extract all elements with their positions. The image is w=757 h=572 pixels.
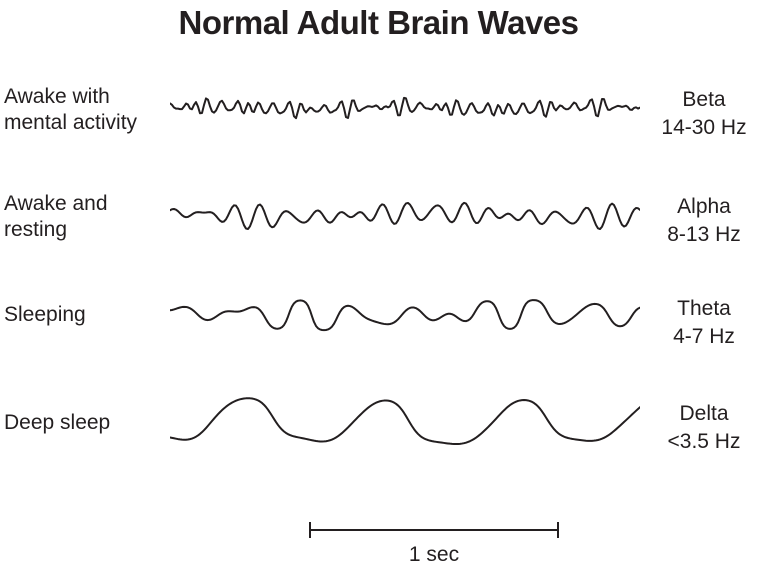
- theta-wave-line: [170, 299, 640, 332]
- delta-wave-trace: [170, 397, 640, 446]
- state-label-line: mental activity: [4, 111, 138, 134]
- band-label-delta: Delta <3.5 Hz: [652, 400, 756, 456]
- band-label-theta: Theta 4-7 Hz: [652, 295, 756, 351]
- state-label-line: Awake with: [4, 85, 110, 108]
- alpha-wave-trace: [170, 201, 640, 231]
- figure-title: Normal Adult Brain Waves: [178, 4, 579, 41]
- band-name: Beta: [682, 88, 726, 111]
- band-frequency: <3.5 Hz: [667, 430, 741, 453]
- beta-wave-line: [170, 96, 640, 120]
- delta-wave-line: [170, 397, 640, 446]
- alpha-wave-line: [170, 201, 640, 231]
- state-label-line: Sleeping: [4, 303, 86, 326]
- scale-bar-right-tick: [557, 522, 559, 538]
- state-label-line: Awake and: [4, 192, 108, 215]
- band-frequency: 14-30 Hz: [661, 116, 747, 139]
- scale-bar-label: 1 sec: [408, 543, 460, 566]
- band-label-beta: Beta 14-30 Hz: [652, 86, 756, 142]
- band-name: Alpha: [677, 195, 731, 218]
- scale-bar-line: [309, 529, 559, 531]
- state-label-awake-mental: Awake with mental activity: [4, 84, 169, 136]
- band-frequency: 4-7 Hz: [673, 325, 735, 348]
- band-name: Delta: [679, 402, 729, 425]
- theta-wave-trace: [170, 299, 640, 332]
- state-label-sleeping: Sleeping: [4, 302, 169, 328]
- state-label-deep-sleep: Deep sleep: [4, 410, 169, 436]
- state-label-awake-resting: Awake and resting: [4, 191, 169, 243]
- time-scale-bar: [309, 522, 559, 538]
- band-frequency: 8-13 Hz: [667, 223, 741, 246]
- state-label-line: Deep sleep: [4, 411, 111, 434]
- band-label-alpha: Alpha 8-13 Hz: [652, 193, 756, 249]
- beta-wave-trace: [170, 96, 640, 120]
- state-label-line: resting: [4, 218, 68, 241]
- band-name: Theta: [677, 297, 731, 320]
